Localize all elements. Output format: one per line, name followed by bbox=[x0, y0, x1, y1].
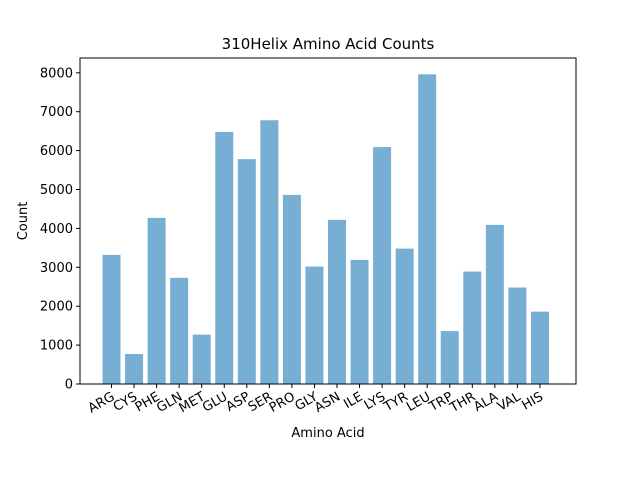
y-tick-label-1000: 1000 bbox=[40, 339, 73, 354]
bar-asp bbox=[237, 159, 256, 384]
bar-arg bbox=[102, 254, 121, 384]
bar-pro bbox=[282, 194, 301, 384]
y-tick-label-5000: 5000 bbox=[40, 183, 73, 198]
y-tick-label-0: 0 bbox=[65, 378, 73, 393]
bar-ile bbox=[350, 259, 369, 384]
bar-ser bbox=[260, 120, 279, 385]
bars-group bbox=[102, 74, 549, 385]
x-axis: ARGCYSPHEGLNMETGLUASPSERPROGLYASNILELYST… bbox=[86, 384, 546, 416]
bar-ala bbox=[485, 224, 504, 384]
bar-gln bbox=[170, 277, 189, 384]
bar-gly bbox=[305, 266, 324, 384]
chart-title: 310Helix Amino Acid Counts bbox=[222, 35, 435, 53]
bar-trp bbox=[440, 331, 459, 384]
bar-cys bbox=[125, 354, 144, 384]
bar-val bbox=[508, 287, 527, 384]
y-tick-label-7000: 7000 bbox=[40, 105, 73, 120]
bar-thr bbox=[463, 271, 482, 384]
x-axis-label: Amino Acid bbox=[291, 426, 364, 441]
y-axis-label: Count bbox=[16, 202, 31, 241]
y-tick-label-6000: 6000 bbox=[40, 144, 73, 159]
x-tick-label-asn: ASN bbox=[312, 389, 343, 415]
y-tick-label-8000: 8000 bbox=[40, 66, 73, 81]
bar-leu bbox=[418, 74, 437, 384]
y-axis: 0 1000 2000 3000 4000 5000 6000 7000 8000 bbox=[40, 66, 80, 393]
bar-glu bbox=[215, 131, 234, 384]
y-tick-label-4000: 4000 bbox=[40, 222, 73, 237]
bar-met bbox=[192, 334, 211, 384]
x-tick-label-his: HIS bbox=[520, 389, 546, 413]
bar-his bbox=[530, 311, 549, 384]
bar-lys bbox=[373, 147, 392, 384]
bar-tyr bbox=[395, 248, 414, 384]
bar-phe bbox=[147, 217, 166, 384]
plot-frame bbox=[79, 57, 577, 385]
bar-asn bbox=[328, 219, 346, 384]
y-tick-label-2000: 2000 bbox=[40, 300, 73, 315]
y-tick-label-3000: 3000 bbox=[40, 261, 73, 276]
